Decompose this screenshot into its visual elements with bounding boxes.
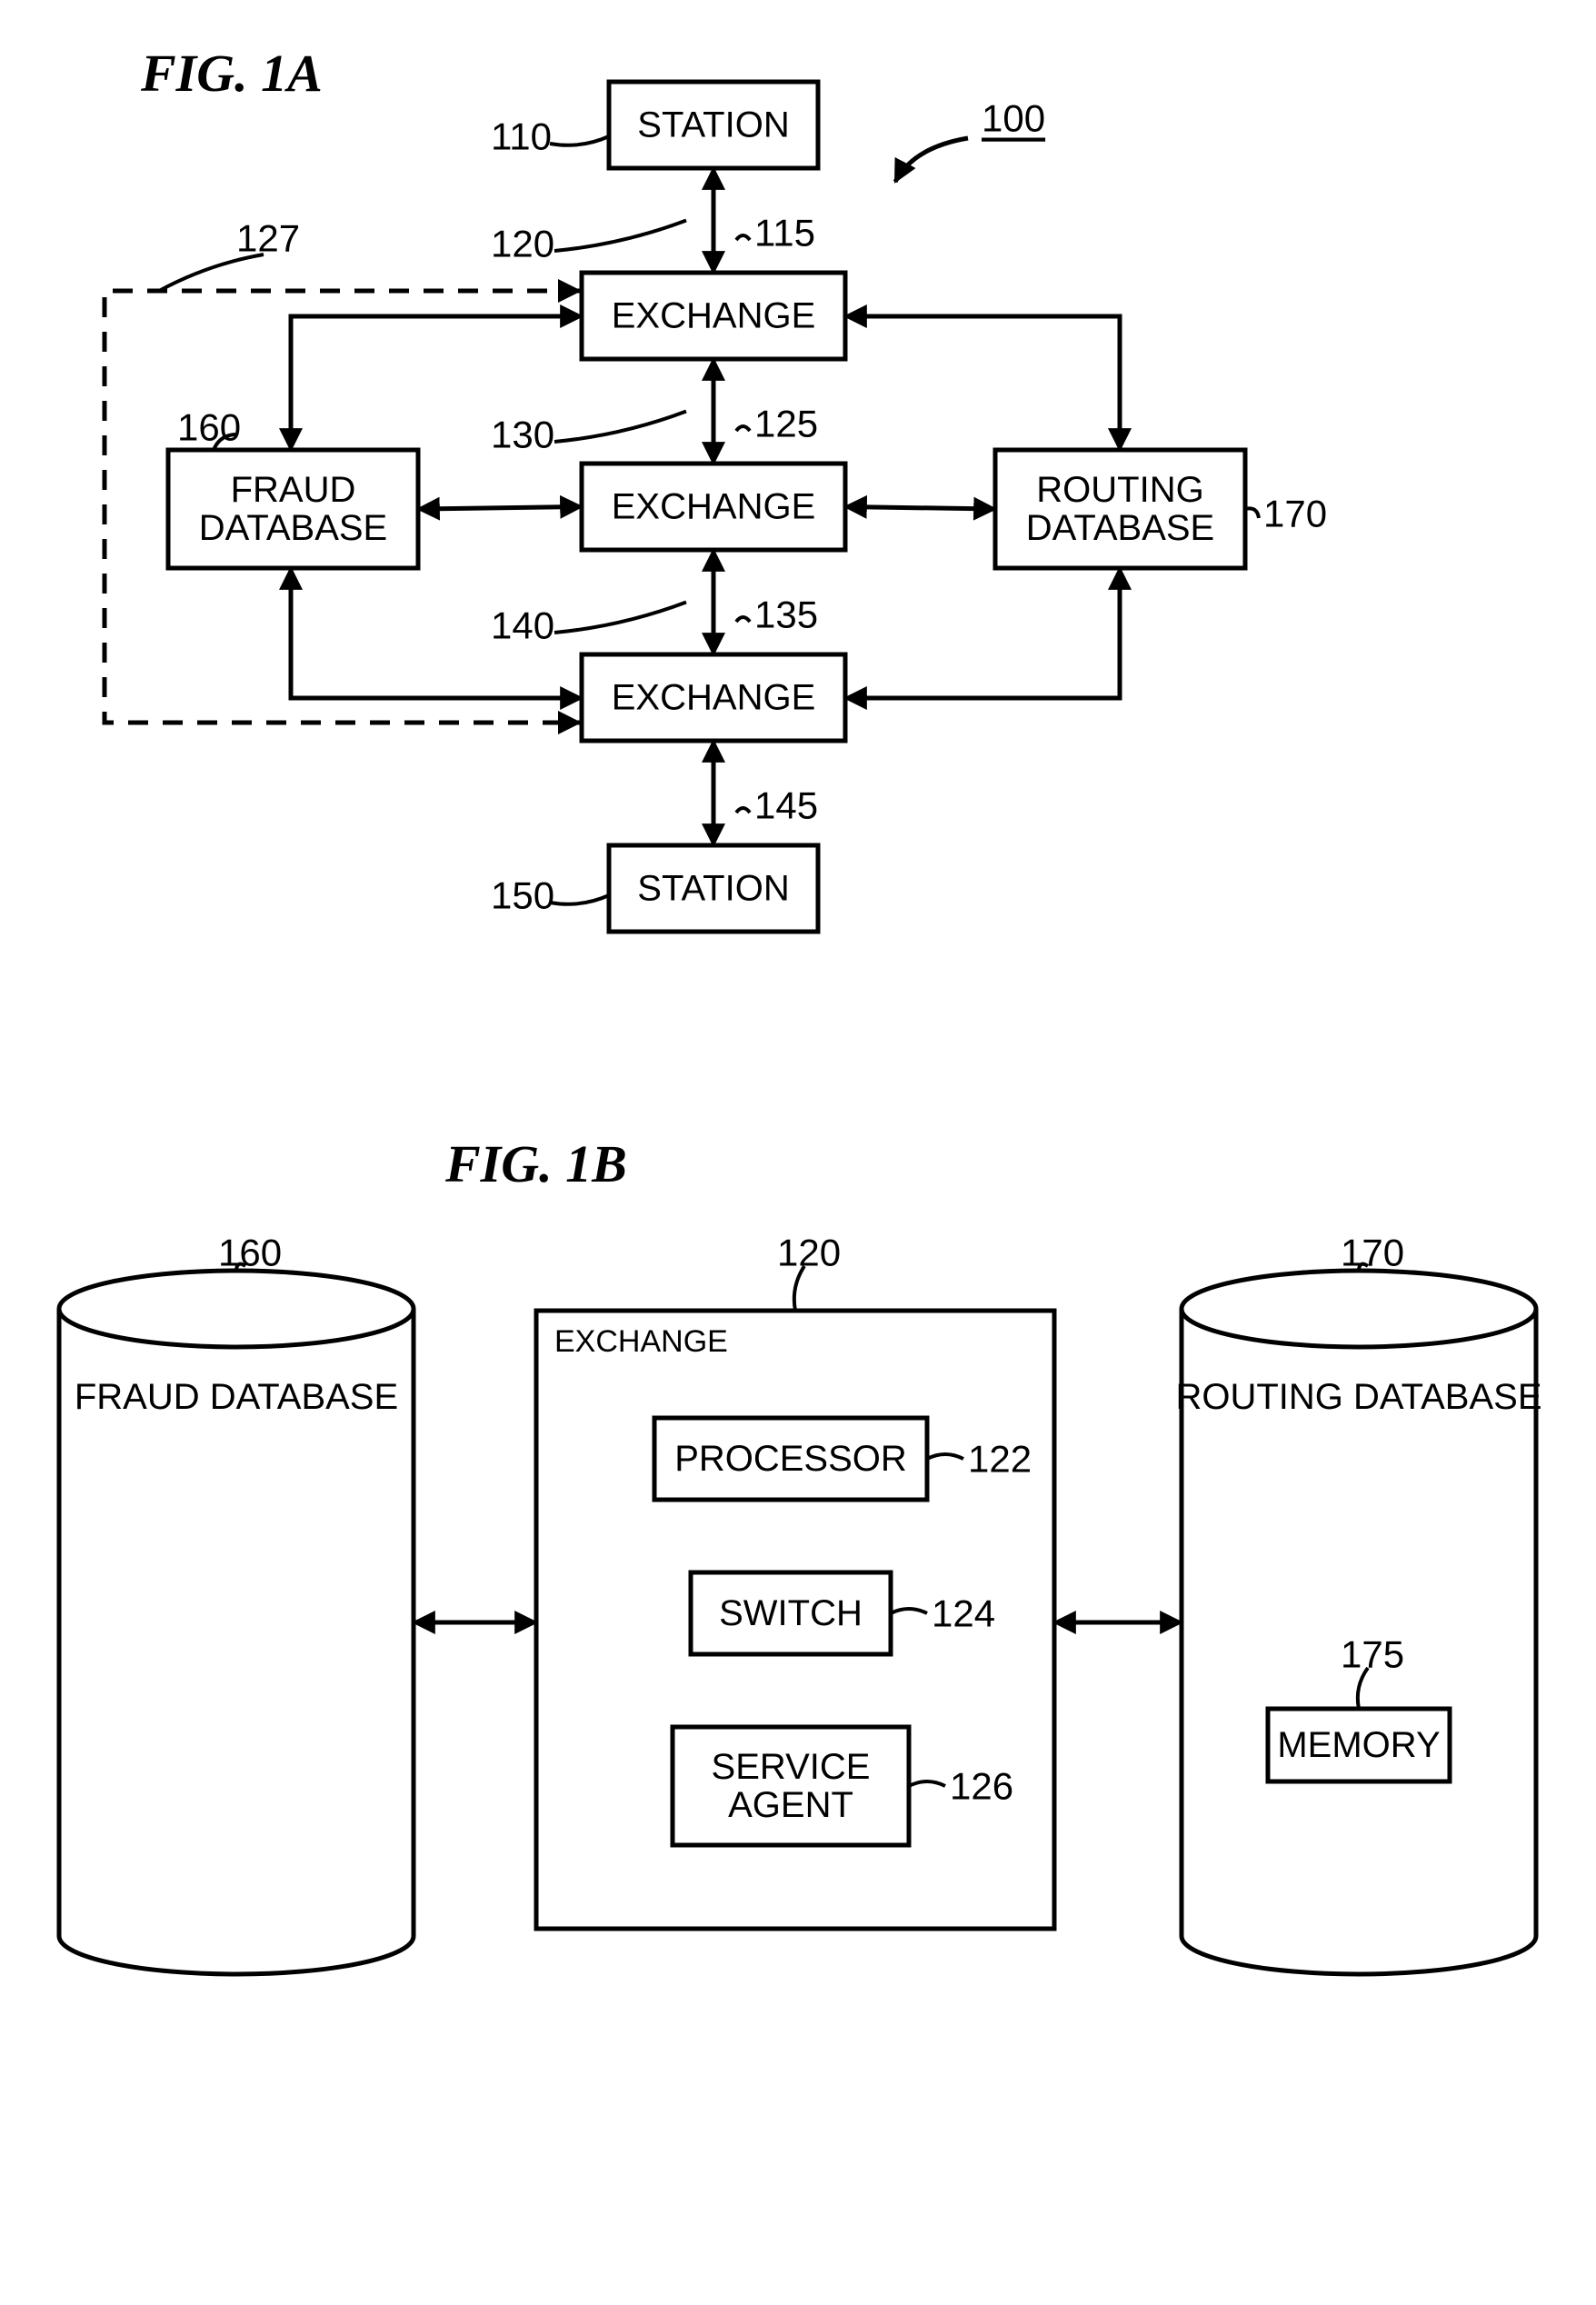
dashed-arrowhead xyxy=(558,279,582,303)
figB-service-agent-label: AGENT xyxy=(728,1785,853,1825)
figB-fraud-cyl-label: FRAUD DATABASE xyxy=(75,1377,398,1417)
figA-fraudDb: FRAUDDATABASE xyxy=(168,450,418,568)
figA-station2-label: STATION xyxy=(637,869,789,909)
figA-station2: STATION xyxy=(609,845,818,932)
ref-120: 120 xyxy=(491,223,554,265)
figB-service-agent-label: SERVICE xyxy=(712,1747,871,1787)
leader-130 xyxy=(554,412,686,443)
figB-processor-label: PROCESSOR xyxy=(674,1439,907,1479)
ref-115: 115 xyxy=(754,212,815,254)
leader-120 xyxy=(554,221,686,252)
ref-120-b: 120 xyxy=(777,1232,841,1274)
leader-135 xyxy=(736,617,750,622)
figA-fraudDb-label: FRAUD xyxy=(231,470,356,510)
ref-124: 124 xyxy=(932,1592,995,1635)
ref-175: 175 xyxy=(1341,1633,1404,1676)
elbow-routing-to-ex3 xyxy=(845,568,1120,698)
figB-switch-label: SWITCH xyxy=(719,1593,863,1633)
figA-routingDb: ROUTINGDATABASE xyxy=(995,450,1245,568)
ref-100-pointer xyxy=(895,138,968,182)
figA-exchange1-label: EXCHANGE xyxy=(612,296,816,336)
dashed-arrowhead xyxy=(558,711,582,734)
figB-exchange-header: EXCHANGE xyxy=(554,1324,728,1359)
ref-170: 170 xyxy=(1263,493,1327,535)
ref-170-b: 170 xyxy=(1341,1232,1404,1274)
leader-115 xyxy=(736,235,750,240)
elbow-routing-to-ex1 xyxy=(845,316,1120,450)
ref-150: 150 xyxy=(491,874,554,917)
figA-station1: STATION xyxy=(609,82,818,168)
ref-110: 110 xyxy=(491,115,552,158)
edge-fraudDb-exchange2 xyxy=(418,507,582,510)
figB-switch: SWITCH xyxy=(691,1572,891,1654)
figA-exchange2: EXCHANGE xyxy=(582,464,845,550)
figA-fraudDb-label: DATABASE xyxy=(199,508,387,548)
figB-processor: PROCESSOR xyxy=(654,1418,927,1500)
leader-145 xyxy=(736,808,750,813)
fig-1a-title: FIG. 1A xyxy=(140,44,323,103)
ref-100: 100 xyxy=(982,97,1045,140)
ref-160: 160 xyxy=(177,406,241,449)
leader-125 xyxy=(736,426,750,431)
ref-126: 126 xyxy=(950,1765,1013,1808)
figB-memory: MEMORY xyxy=(1268,1709,1450,1781)
figA-exchange3-label: EXCHANGE xyxy=(612,678,816,718)
ref-135: 135 xyxy=(754,594,818,636)
leader-140 xyxy=(554,603,686,634)
leader-127 xyxy=(159,254,264,291)
leader-150 xyxy=(550,895,609,904)
ref-160-b: 160 xyxy=(218,1232,282,1274)
ref-140: 140 xyxy=(491,604,554,647)
ref-122: 122 xyxy=(968,1438,1032,1481)
figB-service-agent: SERVICEAGENT xyxy=(673,1727,909,1845)
figA-routingDb-label: DATABASE xyxy=(1026,508,1214,548)
ref-127: 127 xyxy=(236,217,300,260)
figA-exchange2-label: EXCHANGE xyxy=(612,487,816,527)
ref-125: 125 xyxy=(754,403,818,445)
figA-station1-label: STATION xyxy=(637,105,789,145)
figA-routingDb-label: ROUTING xyxy=(1036,470,1203,510)
figA-exchange3: EXCHANGE xyxy=(582,654,845,741)
edge-exchange2-routingDb xyxy=(845,507,995,510)
figA-exchange1: EXCHANGE xyxy=(582,273,845,359)
figB-memory-label: MEMORY xyxy=(1277,1725,1440,1765)
ref-145: 145 xyxy=(754,784,818,827)
figB-routing-cyl-label: ROUTING DATABASE xyxy=(1175,1377,1541,1417)
leader-110 xyxy=(550,136,609,145)
ref-130: 130 xyxy=(491,414,554,456)
figB-fraud-cyl: FRAUD DATABASE xyxy=(59,1271,414,1974)
figB-routing-cyl: ROUTING DATABASE xyxy=(1175,1271,1541,1974)
fig-1b-title: FIG. 1B xyxy=(444,1134,627,1193)
